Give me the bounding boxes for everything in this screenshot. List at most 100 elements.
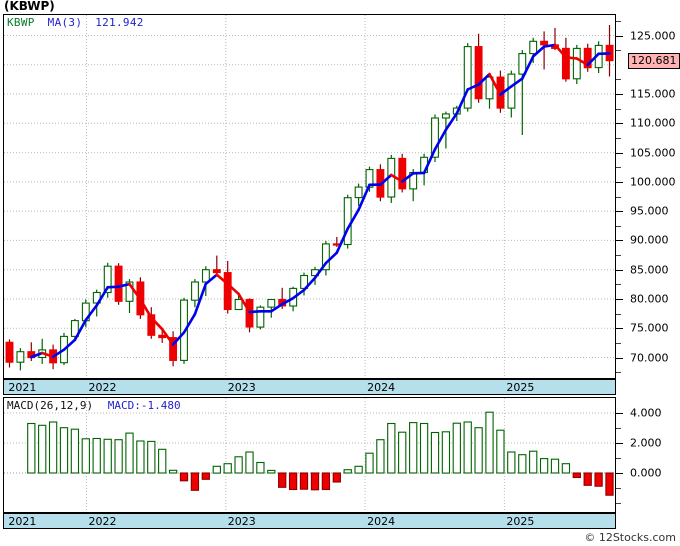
macd-bar-negative bbox=[605, 472, 614, 496]
macd-bar-positive bbox=[441, 431, 451, 474]
ma3-segment bbox=[509, 77, 524, 88]
price-axis-label: 95.000 bbox=[630, 204, 669, 218]
ma3-segment bbox=[62, 338, 77, 352]
candle-body-up bbox=[267, 298, 276, 308]
ma3-segment bbox=[313, 261, 328, 280]
ma3-segment bbox=[488, 72, 502, 96]
macd-bar-positive bbox=[387, 422, 396, 474]
ma3-segment bbox=[324, 251, 339, 265]
candle-body-up bbox=[463, 46, 472, 109]
price-axis-label: 100.000 bbox=[630, 175, 676, 189]
candle-body-up bbox=[507, 73, 516, 109]
macd-bar-positive bbox=[114, 439, 123, 474]
price-axis-minor-tick bbox=[616, 138, 621, 139]
legend-symbol: KBWP bbox=[7, 16, 35, 29]
date-axis-year-label: 2022 bbox=[88, 381, 117, 394]
price-axis-tick bbox=[616, 211, 623, 213]
chart-title-bar: (KBWP) bbox=[0, 0, 680, 14]
ma3-segment bbox=[106, 285, 120, 289]
ma3-segment bbox=[182, 312, 197, 334]
macd-bar-positive bbox=[70, 428, 80, 474]
ma3-segment bbox=[499, 85, 513, 96]
price-axis-tick bbox=[616, 181, 623, 183]
price-axis-minor-tick bbox=[616, 313, 621, 315]
price-axis-label: 75.000 bbox=[630, 321, 669, 335]
candle-body-down bbox=[169, 337, 178, 361]
ma3-line bbox=[29, 43, 611, 359]
date-axis-year-label: 2024 bbox=[367, 381, 396, 394]
ma3-segment bbox=[226, 282, 240, 296]
price-date-axis: 2021 2022 2023 2024 2025 bbox=[3, 379, 616, 395]
macd-bar-positive bbox=[59, 427, 69, 474]
date-axis-year-label: 2023 bbox=[227, 381, 256, 394]
candle-body-down bbox=[158, 334, 167, 339]
macd-axis-tick bbox=[616, 443, 623, 444]
ma3-segment bbox=[269, 302, 284, 313]
price-axis-label: 115.000 bbox=[630, 87, 676, 101]
ma3-segment bbox=[520, 55, 535, 80]
price-axis-label: 85.000 bbox=[630, 263, 669, 277]
macd-axis-label: 0.000 bbox=[630, 466, 662, 480]
macd-bar-positive bbox=[92, 437, 101, 474]
macd-legend-value: MACD:-1.480 bbox=[107, 399, 181, 412]
ma3-segment bbox=[357, 183, 371, 212]
macd-axis-minor-tick bbox=[616, 458, 621, 459]
date-axis-year-label: 2021 bbox=[8, 515, 37, 528]
macd-bar-positive bbox=[38, 424, 47, 474]
macd-bar-positive bbox=[485, 411, 494, 474]
ma3-segment bbox=[389, 173, 404, 183]
ma3-segment bbox=[193, 282, 208, 316]
ma3-segment bbox=[444, 112, 459, 132]
ma3-segment bbox=[128, 282, 142, 301]
price-axis-minor-tick bbox=[616, 284, 621, 286]
macd-date-axis: 2021 2022 2023 2024 2025 bbox=[3, 513, 616, 529]
date-axis-year-label: 2023 bbox=[227, 515, 256, 528]
price-axis-label: 80.000 bbox=[630, 292, 669, 306]
ma3-segment bbox=[433, 128, 448, 151]
candle-body-down bbox=[223, 272, 232, 311]
macd-bar-negative bbox=[583, 472, 592, 486]
price-axis-tick bbox=[616, 240, 623, 242]
macd-bar-positive bbox=[539, 458, 549, 474]
candle-body-down bbox=[212, 269, 221, 274]
price-axis-tick bbox=[616, 152, 623, 154]
price-legend: KBWP MA(3) 121.942 bbox=[7, 16, 144, 29]
legend-value: 121.942 bbox=[95, 16, 144, 29]
legend-indicator: MA(3) bbox=[47, 16, 83, 29]
candle-body-up bbox=[354, 186, 363, 199]
ma3-segment bbox=[215, 273, 229, 286]
candle-body-down bbox=[398, 157, 407, 190]
candle-body-up bbox=[431, 117, 439, 158]
candle-body-down bbox=[114, 265, 123, 302]
macd-bar-positive bbox=[419, 422, 429, 474]
ma3-segment bbox=[248, 309, 262, 314]
macd-axis-minor-tick bbox=[616, 503, 621, 504]
ma3-segment bbox=[95, 285, 109, 307]
ma3-segment bbox=[575, 57, 590, 67]
macd-legend-label: MACD(26,12,9) bbox=[7, 399, 94, 412]
price-axis-tick bbox=[616, 357, 623, 359]
candle-body-up bbox=[256, 306, 265, 328]
ma3-segment bbox=[150, 316, 164, 331]
macd-bar-negative bbox=[201, 472, 210, 480]
macd-bar-positive bbox=[158, 448, 167, 474]
candle-body-up bbox=[321, 243, 330, 271]
macd-bar-positive bbox=[343, 469, 352, 474]
macd-bar-negative bbox=[299, 472, 309, 490]
candle-body-down bbox=[583, 47, 592, 69]
macd-bar-negative bbox=[321, 472, 331, 491]
macd-bar-negative bbox=[332, 472, 341, 483]
price-axis-minor-tick bbox=[616, 255, 621, 256]
candle-body-up bbox=[572, 47, 581, 80]
candle-body-down bbox=[147, 314, 156, 336]
ma3-segment bbox=[171, 331, 186, 346]
macd-chart-panel: MACD(26,12,9) MACD:-1.480 bbox=[3, 397, 616, 513]
candle-body-up bbox=[518, 53, 527, 75]
price-axis-label: 70.000 bbox=[630, 351, 669, 364]
ma3-segment bbox=[455, 88, 470, 115]
macd-bar-positive bbox=[474, 427, 483, 474]
ma3-segment bbox=[291, 288, 306, 300]
macd-bar-positive bbox=[234, 456, 243, 474]
candle-body-down bbox=[5, 341, 14, 363]
ma3-segment bbox=[51, 348, 66, 359]
